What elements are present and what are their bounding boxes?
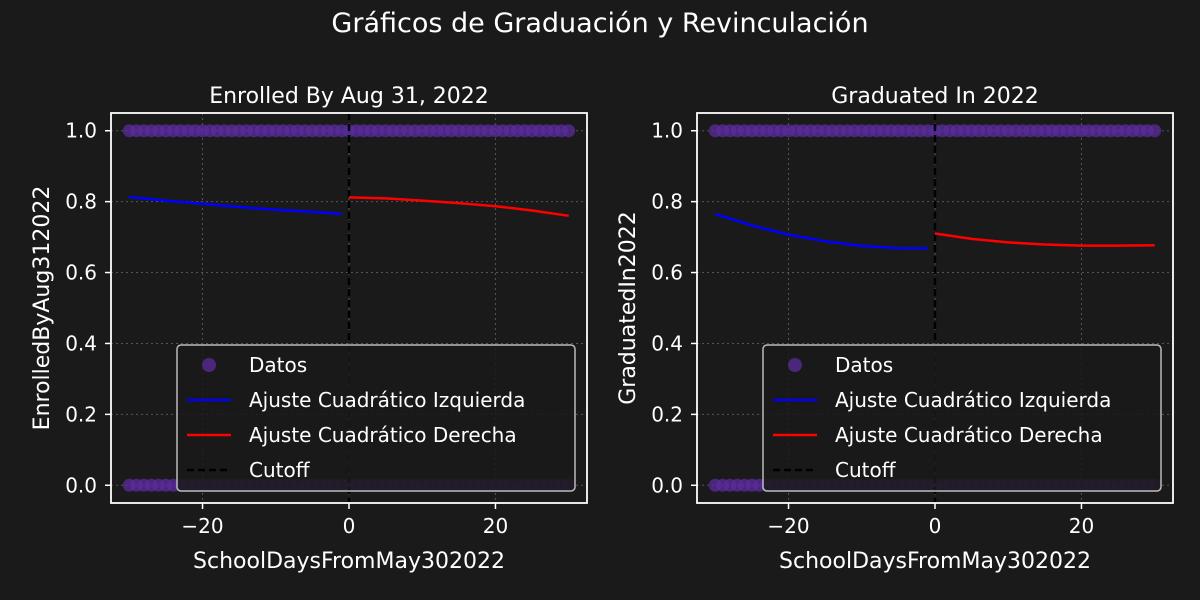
legend: Datos Ajuste Cuadrático Izquierda Ajuste C… (176, 344, 576, 492)
legend-item-fit-left: Ajuste Cuadrático Izquierda (249, 388, 525, 412)
legend-box (762, 344, 1162, 492)
x-axis-label: SchoolDaysFromMay302022 (193, 549, 505, 574)
y-axis-label: EnrolledByAug312022 (30, 186, 55, 431)
subplot-1: −20 0 20 0.0 0.2 0.4 0.6 0.8 1.0 Enrolled By Aug … (30, 84, 588, 574)
fit-line-left (129, 195, 342, 215)
legend-item-fit-left: Ajuste Cuadrático Izquierda (835, 388, 1111, 412)
legend-marker (202, 358, 216, 372)
legend: Datos Ajuste Cuadrático Izquierda Ajuste C… (762, 344, 1162, 492)
fit-line-right (934, 232, 1155, 247)
subplot-2: −20 0 20 0.0 0.2 0.4 0.6 0.8 1.0 Graduated In 202… (616, 84, 1174, 574)
fit-line-left (714, 212, 928, 250)
legend-item-datos: Datos (835, 353, 893, 377)
y-tick-label: 0.8 (651, 190, 683, 214)
legend-item-cutoff: Cutoff (249, 458, 311, 482)
legend-item-fit-right: Ajuste Cuadrático Derecha (835, 423, 1103, 447)
fit-line-right (348, 196, 569, 218)
figure-title: Gráficos de Graduación y Revinculación (331, 8, 869, 39)
x-tick-label: 20 (1069, 514, 1094, 538)
legend-item-datos: Datos (249, 353, 307, 377)
y-tick-label: 0.4 (65, 331, 97, 355)
y-tick-label: 0.0 (651, 473, 683, 497)
y-tick-label: 0.4 (651, 331, 683, 355)
x-tick-label: 0 (929, 514, 942, 538)
y-tick-label: 0.6 (651, 261, 683, 285)
legend-item-fit-right: Ajuste Cuadrático Derecha (249, 423, 517, 447)
y-tick-label: 0.8 (65, 190, 97, 214)
y-tick-label: 0.0 (65, 473, 97, 497)
y-axis-label: GraduatedIn2022 (616, 211, 641, 405)
x-tick-label: 20 (483, 514, 508, 538)
x-tick-label: −20 (767, 514, 809, 538)
y-tick-label: 1.0 (65, 119, 97, 143)
data-point (562, 124, 576, 138)
y-tick-label: 0.6 (65, 261, 97, 285)
x-tick-label: 0 (343, 514, 356, 538)
data-point (1148, 124, 1162, 138)
legend-item-cutoff: Cutoff (835, 458, 897, 482)
y-tick-label: 0.2 (65, 402, 97, 426)
y-tick-label: 0.2 (651, 402, 683, 426)
x-tick-label: −20 (181, 514, 223, 538)
subplot-title: Enrolled By Aug 31, 2022 (209, 84, 489, 109)
subplot-title: Graduated In 2022 (831, 84, 1039, 109)
x-axis-label: SchoolDaysFromMay302022 (779, 549, 1091, 574)
legend-marker (788, 358, 802, 372)
legend-box (176, 344, 576, 492)
y-tick-label: 1.0 (651, 119, 683, 143)
